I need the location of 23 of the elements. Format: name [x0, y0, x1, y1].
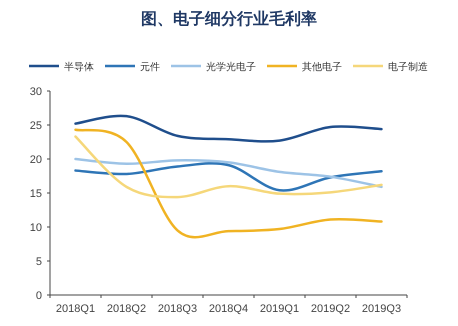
legend-label: 元件: [140, 62, 160, 73]
y-tick-label: 15: [30, 188, 42, 200]
x-tick-label: 2018Q3: [158, 303, 198, 315]
legend-label: 光学光电子: [206, 61, 256, 73]
legend-label: 电子制造: [388, 61, 428, 73]
y-tick-label: 20: [30, 154, 42, 166]
y-tick-label: 5: [36, 256, 42, 268]
line-series: [74, 135, 383, 198]
legend-label: 半导体: [64, 61, 94, 73]
y-tick-label: 0: [36, 290, 42, 302]
x-tick-label: 2019Q1: [260, 303, 300, 315]
line-series: [74, 158, 383, 188]
chart-title: 图、电子细分行业毛利率: [141, 9, 317, 28]
x-tick-label: 2018Q2: [106, 303, 146, 315]
x-tick-label: 2018Q4: [208, 303, 248, 315]
x-tick-label: 2019Q3: [362, 303, 402, 315]
y-tick-label: 30: [30, 86, 42, 98]
y-tick-label: 10: [30, 222, 42, 234]
x-tick-label: 2019Q2: [310, 303, 350, 315]
line-series: [74, 114, 383, 143]
x-tick-label: 2018Q1: [56, 303, 96, 315]
y-tick-label: 25: [30, 120, 42, 132]
legend-label: 其他电子: [302, 61, 342, 73]
